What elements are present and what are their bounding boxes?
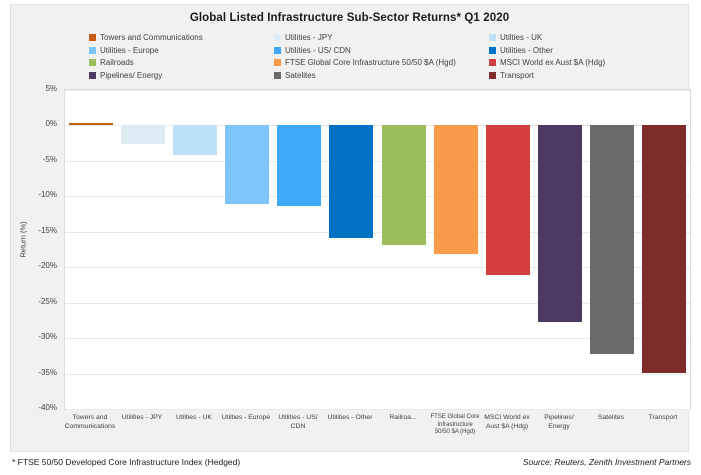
legend-label: MSCI World ex Aust $A (Hdg) (500, 58, 606, 67)
legend-swatch-icon (89, 34, 96, 41)
y-tick-label: -25% (38, 296, 57, 306)
legend-swatch-icon (89, 46, 96, 54)
legend-label: FTSE Global Core Infrastructure 50/50 $A… (285, 58, 456, 67)
x-axis-label: FTSE Global Core Infrastructure 50/50 $A… (430, 414, 480, 435)
legend-item: Utilties - UK (489, 32, 680, 43)
legend-swatch-icon (489, 71, 496, 79)
gridline (65, 161, 690, 162)
legend-item: Utilities - US/ CDN (274, 45, 489, 56)
legend-label: Towers and Communications (100, 33, 203, 42)
x-axis-label: Utilties - UK (176, 414, 212, 421)
y-tick-label: -15% (38, 225, 57, 235)
gridline (65, 374, 690, 375)
gridline (65, 90, 690, 91)
bar (642, 125, 686, 373)
x-axis-label: Pipelines/ Energy (544, 414, 574, 430)
legend-swatch-icon (89, 71, 96, 79)
legend-label: Utilties - UK (500, 33, 543, 42)
legend-item: Utilities - JPY (274, 32, 489, 43)
bar (277, 125, 321, 206)
legend-label: Utilities - Europe (100, 45, 159, 55)
legend-label: Utilities - US/ CDN (285, 45, 351, 55)
y-tick-label: 5% (45, 84, 57, 93)
bar (486, 125, 530, 275)
bar (590, 125, 634, 355)
y-tick-label: -35% (38, 367, 57, 377)
legend-label: Utilities - Other (500, 45, 553, 55)
plot-area (64, 89, 691, 410)
legend-item: Pipelines/ Energy (89, 70, 274, 81)
legend-swatch-icon (274, 59, 281, 66)
bar (538, 125, 582, 322)
gridline (65, 125, 690, 126)
y-tick-label: -10% (38, 190, 57, 200)
legend-swatch-icon (89, 59, 96, 66)
y-tick-label: -5% (42, 154, 57, 164)
legend: Towers and Communications Utilities - JPY… (89, 32, 680, 81)
legend-swatch-icon (274, 71, 281, 79)
bar (173, 125, 217, 155)
chart-title: Global Listed Infrastructure Sub-Sector … (189, 12, 510, 24)
gridline (65, 303, 690, 304)
bar (69, 122, 113, 126)
x-axis-label: Railroa... (389, 414, 417, 421)
chart-panel: Global Listed Infrastructure Sub-Sector … (10, 4, 691, 454)
x-axis-label: Utilities - US/ CDN (278, 414, 318, 430)
gridline (65, 338, 690, 339)
legend-label: Railroads (100, 58, 134, 67)
x-axis-labels: Towers and Communications Utilities - JPY… (64, 414, 689, 454)
footnote: * FTSE 50/50 Developed Core Infrastructu… (12, 457, 241, 467)
legend-swatch-icon (489, 46, 496, 54)
bar (434, 125, 478, 254)
legend-swatch-icon (489, 34, 496, 41)
legend-item: Utilities - Europe (89, 45, 274, 56)
legend-swatch-icon (274, 46, 281, 54)
legend-swatch-icon (489, 59, 496, 66)
gridline (65, 232, 690, 233)
x-axis-label: Utilities - Other (327, 414, 373, 421)
x-axis-label: Towers and Communications (64, 414, 116, 430)
x-axis-label: Transport (648, 414, 678, 421)
bar (382, 125, 426, 246)
legend-item: Transport (489, 70, 680, 81)
gridline (65, 409, 690, 410)
y-tick-label: -40% (38, 403, 57, 412)
bar (121, 125, 165, 144)
x-axis-label: Utilties - Europe (221, 414, 271, 421)
legend-item: MSCI World ex Aust $A (Hdg) (489, 57, 680, 68)
gridline (65, 196, 690, 197)
legend-item: Utilities - Other (489, 45, 680, 56)
legend-item: Towers and Communications (89, 32, 274, 43)
gridline (65, 267, 690, 268)
y-tick-label: -30% (38, 332, 57, 342)
source-attribution: Source: Reuters, Zenith Investment Partn… (522, 457, 691, 467)
legend-swatch-icon (274, 34, 281, 41)
bar (225, 125, 269, 205)
legend-item: Satelites (274, 70, 489, 81)
x-axis-label: MSCI World ex Aust $A (Hdg) (484, 414, 530, 430)
legend-label: Satelites (285, 70, 316, 80)
legend-item: FTSE Global Core Infrastructure 50/50 $A… (274, 57, 489, 68)
y-tick-label: 0% (45, 119, 57, 129)
x-axis-label: Utilities - JPY (121, 414, 163, 421)
y-tick-label: -20% (38, 261, 57, 271)
bar (329, 125, 373, 239)
legend-label: Pipelines/ Energy (100, 70, 163, 80)
y-axis-title: Return (%) (18, 221, 28, 258)
legend-item: Railroads (89, 57, 274, 68)
legend-label: Utilities - JPY (285, 33, 333, 42)
x-axis-label: Satelites (597, 414, 625, 421)
legend-label: Transport (500, 70, 534, 80)
